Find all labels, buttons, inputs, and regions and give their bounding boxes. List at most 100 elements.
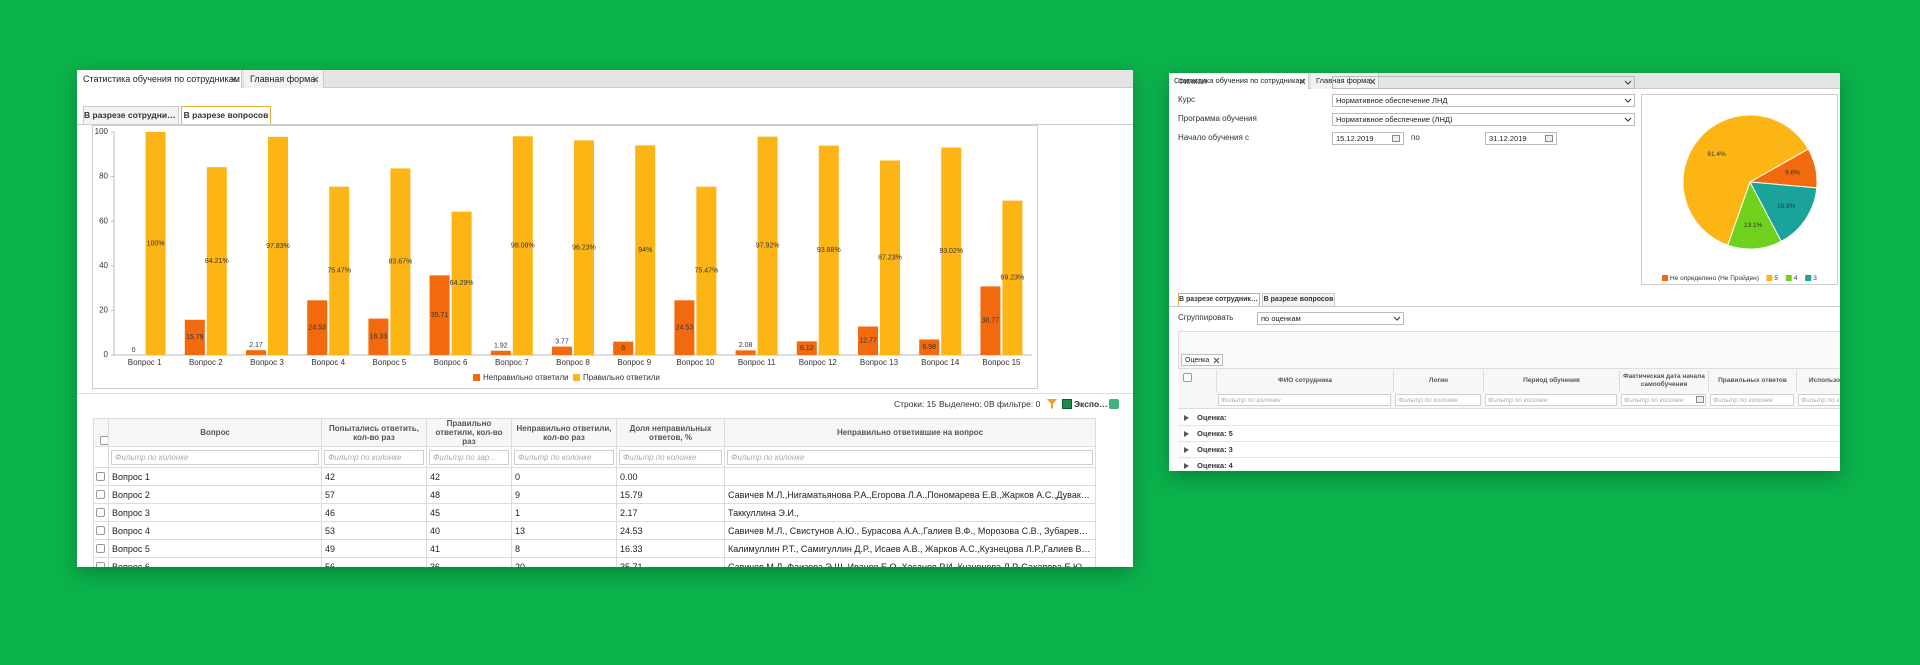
field-label: Филиал — [1178, 77, 1207, 86]
filter-input[interactable]: Фильтр по колонке — [619, 449, 722, 465]
filter-input[interactable]: Фильтр по колонке — [727, 449, 1093, 465]
field-label: Программа обучения — [1178, 114, 1257, 123]
select[interactable] — [1332, 76, 1635, 89]
checkbox[interactable] — [96, 526, 105, 535]
close-icon[interactable] — [230, 76, 237, 83]
calendar-icon[interactable] — [1392, 135, 1400, 142]
select[interactable]: Нормативное обеспечение (ЛНД) — [1332, 113, 1635, 126]
data-cell: 20 — [511, 557, 617, 567]
filter-cell: Фильтр по колонке — [511, 446, 617, 468]
data-label: 96.23% — [572, 245, 596, 252]
data-cell: 8 — [511, 539, 617, 558]
bar — [696, 186, 717, 355]
x-tick-label: Вопрос 9 — [617, 358, 651, 367]
bar — [919, 339, 940, 355]
filter-input[interactable]: Фильтр по колонке — [1395, 394, 1481, 406]
data-cell: 49 — [321, 539, 427, 558]
group-row[interactable] — [1178, 442, 1840, 458]
data-cell: 40 — [426, 521, 512, 540]
x-tick-label: Вопрос 2 — [189, 358, 223, 367]
data-label: 35.71 — [431, 312, 449, 319]
tab[interactable]: Главная форма — [1311, 73, 1379, 89]
expand-arrow[interactable] — [1184, 431, 1189, 437]
subtab[interactable]: В разрезе вопросов — [1262, 293, 1335, 306]
checkbox[interactable] — [96, 490, 105, 499]
x-tick-label: Вопрос 11 — [738, 358, 776, 367]
data-row[interactable]: Вопрос 3 46 45 1 2.17 Таккуллина Э.И., — [93, 503, 1096, 522]
data-label: 100% — [147, 240, 165, 247]
data-cell: 13 — [511, 521, 617, 540]
data-row[interactable]: Вопрос 1 42 42 0 0.00 — [93, 467, 1096, 486]
filter-input[interactable]: Фильтр по колонке — [111, 449, 319, 465]
close-icon[interactable] — [1299, 78, 1306, 85]
checkbox[interactable] — [100, 436, 108, 445]
group-chip[interactable]: Оценка — [1181, 354, 1223, 366]
x-tick-label: Вопрос 10 — [676, 358, 715, 367]
subtab[interactable]: В разрезе сотрудников — [1178, 293, 1260, 306]
legend-label[interactable]: Не определено (Не Пройден) — [1670, 274, 1759, 282]
checkbox[interactable] — [96, 508, 105, 517]
legend-label[interactable]: 4 — [1794, 275, 1798, 282]
close-icon[interactable] — [1369, 78, 1376, 85]
data-label: 64.29% — [450, 280, 474, 287]
date-input[interactable]: 31.12.2019 — [1485, 132, 1557, 145]
expand-arrow[interactable] — [1184, 463, 1189, 469]
expand-arrow[interactable] — [1184, 447, 1189, 453]
legend-label[interactable]: Правильно ответили — [583, 373, 660, 382]
legend-label[interactable]: Неправильно ответили — [483, 373, 569, 382]
export-button[interactable]: Экспорт — [1074, 399, 1108, 409]
legend-swatch — [1766, 275, 1773, 281]
data-cell: Савичев М.Л.,Нигаматьянова Р.А.,Егорова … — [724, 485, 1096, 504]
tab[interactable]: Статистика обучения по сотрудникам — [77, 70, 242, 88]
close-icon[interactable] — [1213, 357, 1220, 364]
group-title: Оценка: 5 — [1197, 429, 1233, 438]
checkbox[interactable] — [96, 562, 105, 567]
data-row[interactable]: Вопрос 2 57 48 9 15.79 Савичев М.Л.,Нигаматья… — [93, 485, 1096, 504]
checkbox[interactable] — [1183, 373, 1192, 382]
data-cell — [724, 467, 1096, 486]
legend-label[interactable]: 5 — [1774, 275, 1778, 282]
filter-input[interactable]: Фильтр по колонке — [1798, 394, 1840, 406]
data-label: 69.23% — [1001, 275, 1025, 282]
group-row[interactable] — [1178, 426, 1840, 442]
data-row[interactable]: Вопрос 5 49 41 8 16.33 Калимуллин Р.Т., Самиг… — [93, 539, 1096, 558]
close-icon[interactable] — [312, 76, 319, 83]
filter-input[interactable]: Фильтр по колонке — [1621, 394, 1706, 406]
filter-input[interactable]: Фильтр по зар... — [429, 449, 509, 465]
subtab[interactable]: В разрезе сотрудников — [83, 106, 179, 124]
subtab[interactable]: В разрезе вопросов — [181, 106, 271, 124]
excel-icon[interactable] — [1062, 399, 1072, 409]
select[interactable]: Нормативное обеспечение ЛНД — [1332, 94, 1635, 107]
column-header: Правильно ответили, кол-во раз — [426, 418, 512, 447]
bar — [451, 211, 472, 355]
data-label: 97.92% — [756, 243, 780, 250]
legend-label[interactable]: 3 — [1813, 275, 1817, 282]
bar — [880, 160, 900, 355]
group-row[interactable] — [1178, 410, 1840, 426]
filter-input[interactable]: Фильтр по колонке — [1485, 394, 1617, 406]
calendar-icon[interactable] — [1545, 135, 1553, 142]
expand-arrow[interactable] — [1184, 415, 1189, 421]
calendar-icon[interactable] — [1696, 396, 1704, 403]
pie-slice — [1727, 180, 1782, 250]
checkbox[interactable] — [96, 472, 105, 481]
data-cell: 56 — [321, 557, 427, 567]
filter-input[interactable]: Фильтр по колонке — [1218, 394, 1391, 406]
filter-input[interactable]: Фильтр по колонке — [514, 449, 614, 465]
filter-input[interactable]: Фильтр по колонке — [324, 449, 424, 465]
add-button[interactable] — [1109, 399, 1119, 409]
data-row[interactable]: Вопрос 6 56 36 20 35.71 Савичев М.Л.,Фаизова … — [93, 557, 1096, 567]
legend-swatch — [1785, 275, 1792, 281]
filter-input[interactable]: Фильтр по колонке — [1710, 394, 1794, 406]
bar — [1002, 200, 1023, 355]
group-select[interactable]: по оценкам — [1257, 312, 1404, 325]
column-header: Доля неправильных ответов, % — [616, 418, 725, 447]
tab[interactable]: Статистика обучения по сотрудникам — [1169, 73, 1309, 89]
checkbox[interactable] — [96, 544, 105, 553]
data-row[interactable]: Вопрос 4 53 40 13 24.53 Савичев М.Л., Свистун… — [93, 521, 1096, 540]
data-label: 87.23% — [878, 255, 902, 262]
date-input[interactable]: 15.12.2019 — [1332, 132, 1404, 145]
filter-icon[interactable] — [1047, 399, 1057, 409]
tab[interactable]: Главная форма — [244, 70, 324, 88]
legend-swatch — [1805, 275, 1812, 281]
